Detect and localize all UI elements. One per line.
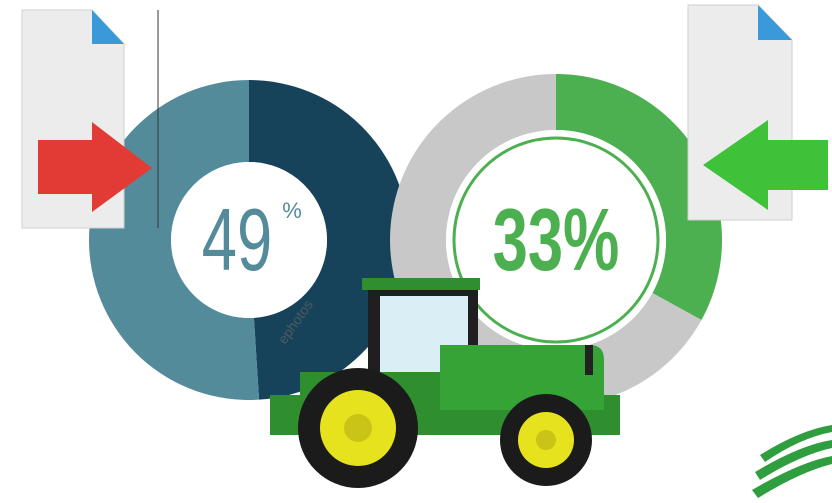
center-unit: % [282,198,302,223]
center-value: 49 [202,192,272,290]
logo-stripes [752,425,832,498]
tractor [270,278,620,488]
import-file-icon [21,9,159,229]
donut-center [171,162,327,318]
donut-segment [556,74,722,320]
inner-ring [452,136,660,344]
center-value: 33% [493,192,620,290]
export-file-icon [687,4,828,221]
donut-center [446,130,666,350]
